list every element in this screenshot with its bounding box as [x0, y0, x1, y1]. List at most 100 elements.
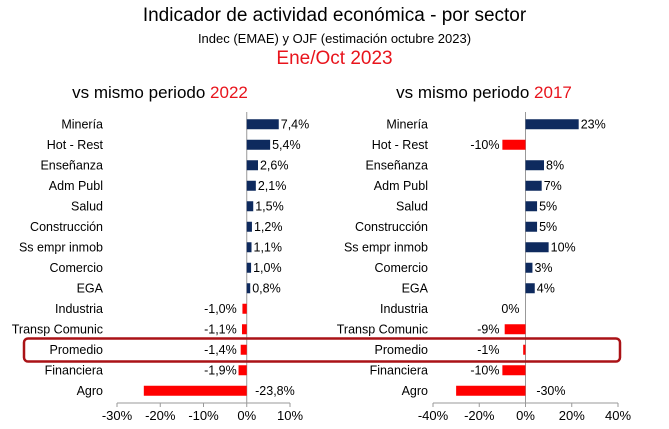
right-data-label: 8% — [546, 158, 564, 172]
left-bar — [246, 242, 252, 253]
left-data-label: 1,2% — [254, 220, 283, 234]
right-x-tick-label: 20% — [559, 408, 585, 423]
left-x-tick-label: -30% — [102, 408, 133, 423]
right-category-label: Comercio — [375, 261, 429, 275]
right-bar — [525, 283, 535, 294]
right-bar — [525, 201, 538, 212]
right-data-label: 23% — [581, 117, 606, 131]
right-data-label: -10% — [470, 138, 499, 152]
left-x-tick-label: 0% — [237, 408, 256, 423]
left-panel-title: vs mismo periodo 2022 — [72, 83, 248, 102]
right-category-label: Industria — [380, 302, 428, 316]
right-data-label: 5% — [539, 220, 557, 234]
right-category-label: Transp Comunic — [337, 322, 428, 336]
right-x-tick-label: -40% — [418, 408, 449, 423]
left-category-label: Enseñanza — [40, 158, 103, 172]
right-data-label: 5% — [539, 199, 557, 213]
left-bar — [246, 160, 258, 171]
left-data-label: 1,5% — [255, 199, 283, 213]
left-category-label: Comercio — [50, 261, 104, 275]
left-category-label: Industria — [55, 302, 103, 316]
right-bar — [456, 385, 526, 396]
left-bar — [246, 283, 251, 294]
left-bar — [246, 119, 279, 130]
right-x-tick-label: 0% — [516, 408, 535, 423]
promedio-highlight-box — [22, 337, 622, 363]
left-bar — [246, 201, 254, 212]
left-data-label: 2,1% — [258, 179, 287, 193]
right-category-label: Agro — [402, 384, 428, 398]
left-x-tick-label: -10% — [188, 408, 219, 423]
right-category-label: Construcción — [355, 220, 428, 234]
left-data-label: 1,0% — [253, 261, 282, 275]
left-x-tick-label: 10% — [277, 408, 303, 423]
right-data-label: 4% — [537, 281, 555, 295]
left-data-label: -23,8% — [255, 384, 295, 398]
right-category-label: Financiera — [370, 363, 428, 377]
left-bar — [238, 365, 247, 376]
right-data-label: -9% — [477, 322, 499, 336]
right-category-label: Ss empr inmob — [344, 240, 428, 254]
left-category-label: Financiera — [45, 363, 103, 377]
left-data-label: 1,1% — [254, 240, 283, 254]
left-bar — [246, 139, 271, 150]
left-x-tick-label: -20% — [145, 408, 176, 423]
left-bar — [242, 303, 247, 314]
left-category-label: Adm Publ — [49, 179, 103, 193]
right-category-label: Minería — [386, 117, 428, 131]
right-category-label: Promedio — [375, 343, 429, 357]
right-bar — [525, 262, 533, 273]
right-data-label: -30% — [536, 384, 565, 398]
left-category-label: Transp Comunic — [12, 322, 103, 336]
left-data-label: -1,9% — [204, 363, 237, 377]
right-bar — [525, 221, 538, 232]
right-x-tick-label: 40% — [605, 408, 631, 423]
right-data-label: 0% — [501, 302, 519, 316]
period-label: Ene/Oct 2023 — [276, 48, 393, 69]
left-category-label: Ss empr inmob — [19, 240, 103, 254]
right-bar — [502, 139, 526, 150]
left-category-label: Minería — [61, 117, 103, 131]
left-category-label: Construcción — [30, 220, 103, 234]
right-data-label: 3% — [534, 261, 552, 275]
left-bar — [246, 180, 256, 191]
left-bar — [143, 385, 247, 396]
left-data-label: -1,4% — [204, 343, 237, 357]
left-data-label: 7,4% — [281, 117, 310, 131]
right-bar — [525, 242, 549, 253]
left-data-label: -1,0% — [204, 302, 237, 316]
right-x-tick-label: -20% — [464, 408, 495, 423]
right-bar — [525, 119, 579, 130]
right-bar — [504, 324, 526, 335]
left-data-label: 0,8% — [252, 281, 281, 295]
right-category-label: EGA — [402, 281, 429, 295]
right-category-label: Hot - Rest — [372, 138, 429, 152]
right-category-label: Adm Publ — [374, 179, 428, 193]
right-category-label: Salud — [396, 199, 428, 213]
chart-subtitle: Indec (EMAE) y OJF (estimación octubre 2… — [197, 31, 472, 46]
right-bar — [525, 180, 542, 191]
left-category-label: Agro — [77, 384, 103, 398]
left-data-label: 5,4% — [272, 138, 301, 152]
left-bar — [246, 221, 252, 232]
right-bar — [523, 344, 526, 355]
left-bar — [240, 344, 247, 355]
right-category-label: Enseñanza — [365, 158, 428, 172]
right-data-label: 7% — [544, 179, 562, 193]
left-category-label: Hot - Rest — [47, 138, 104, 152]
right-bar — [525, 160, 544, 171]
left-bar — [246, 262, 252, 273]
left-category-label: Promedio — [50, 343, 104, 357]
right-data-label: -1% — [477, 343, 499, 357]
right-bar — [502, 365, 526, 376]
right-data-label: -10% — [470, 363, 499, 377]
left-category-label: EGA — [77, 281, 104, 295]
right-panel-title: vs mismo periodo 2017 — [396, 83, 572, 102]
left-data-label: -1,1% — [204, 322, 237, 336]
left-data-label: 2,6% — [260, 158, 289, 172]
left-bar — [241, 324, 247, 335]
chart-title: Indicador de actividad económica - por s… — [142, 5, 527, 26]
right-data-label: 10% — [551, 240, 576, 254]
left-category-label: Salud — [71, 199, 103, 213]
